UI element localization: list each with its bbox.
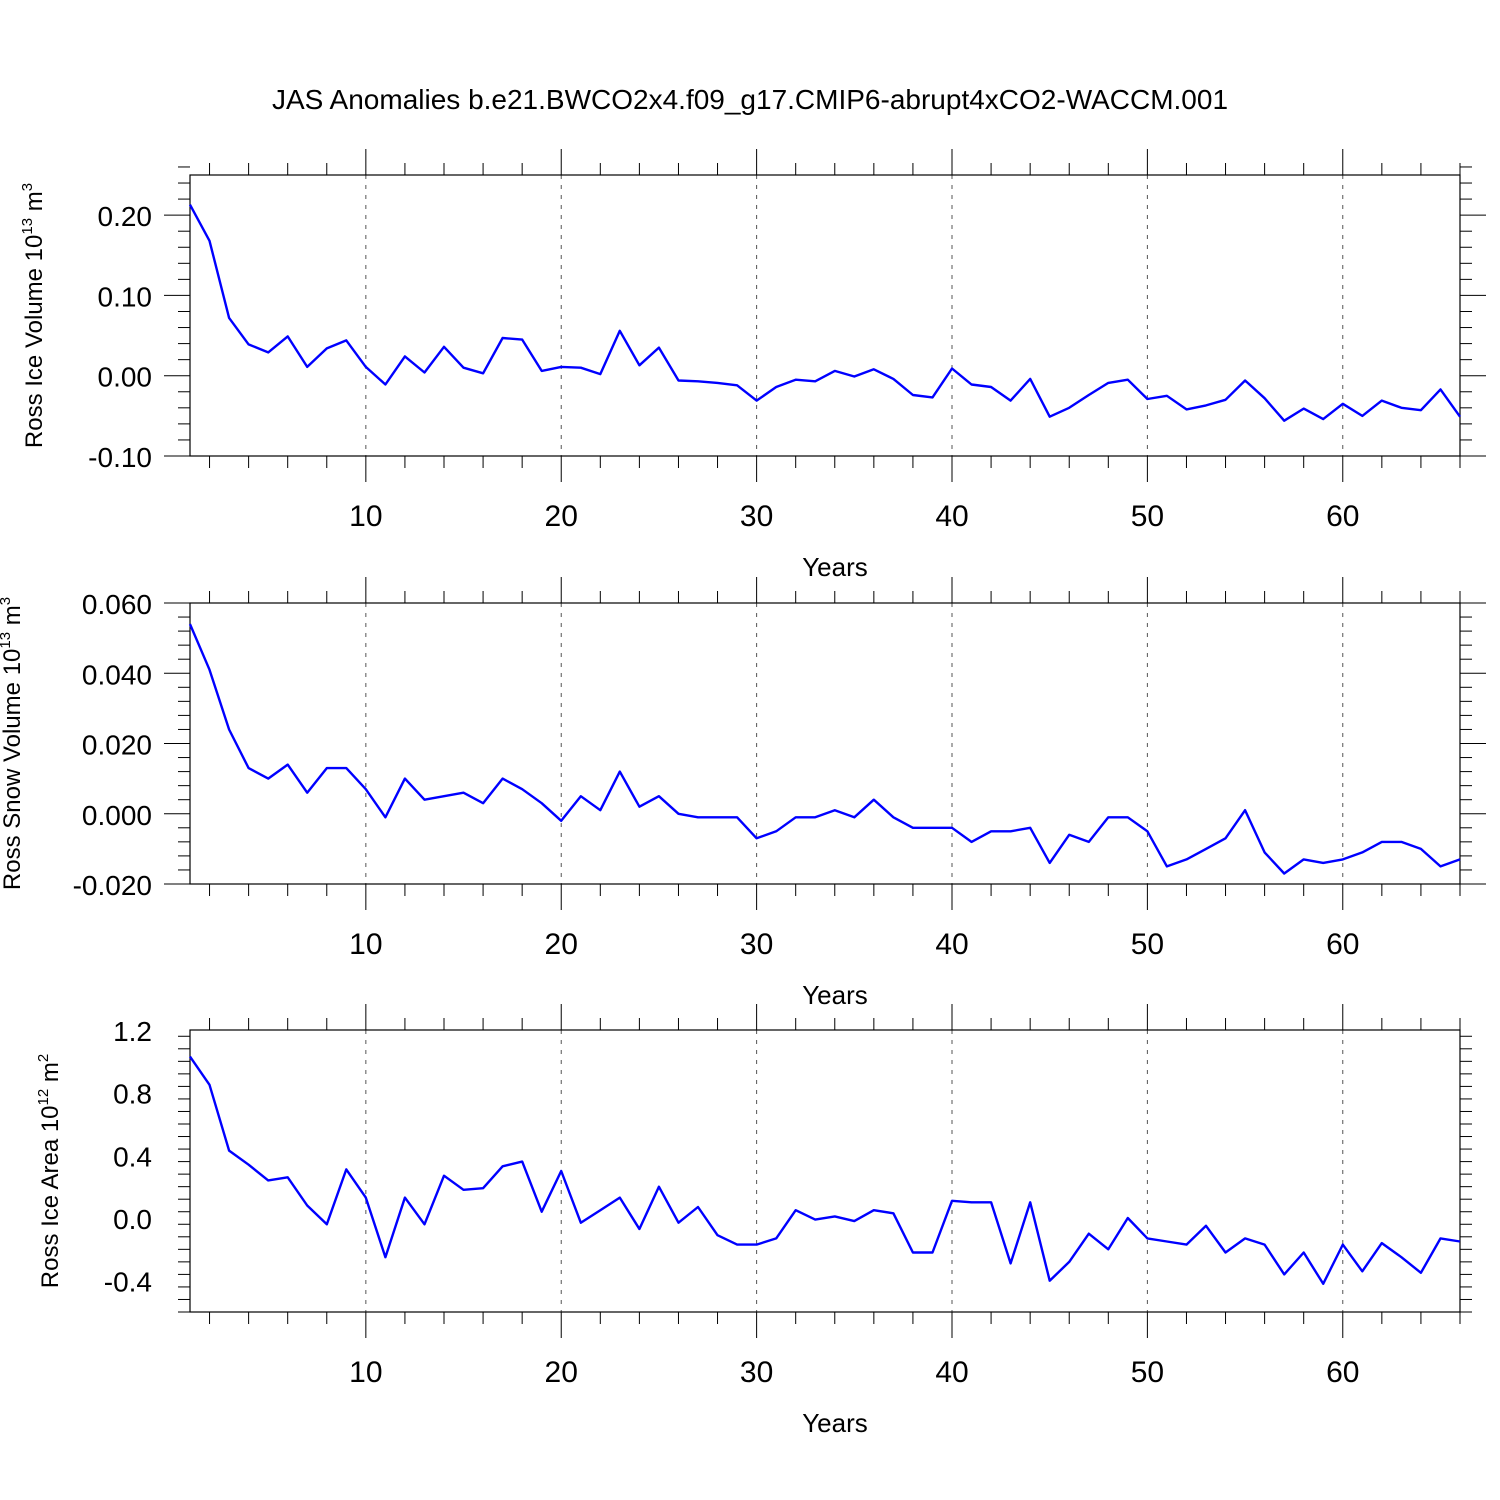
x-tick-label: 50: [1131, 1356, 1164, 1389]
chart-title: JAS Anomalies b.e21.BWCO2x4.f09_g17.CMIP…: [271, 84, 1229, 115]
x-axis-label: Years: [802, 1408, 868, 1438]
y-axis-label: Ross Snow Volume 1013 m3: [0, 597, 26, 890]
panel-snow-volume: 10 20 30 40 50 60 Years -0.020 0.000 0.020 0.040 0.…: [0, 577, 1486, 1010]
y-axis-label: Ross Ice Area 1012 m2: [35, 1054, 64, 1288]
x-tick-label: 50: [1131, 928, 1164, 961]
plot-frame: [189, 174, 1461, 457]
y-axis-label: Ross Ice Volume 1013 m3: [19, 183, 48, 448]
y-tick-label: 1.2: [113, 1016, 152, 1047]
x-tick-label: 40: [935, 1356, 968, 1389]
y-tick-label: 0.8: [113, 1079, 152, 1110]
x-tick-label: 60: [1326, 500, 1359, 533]
x-axis-label: Years: [802, 552, 868, 582]
x-tick-label: 20: [545, 928, 578, 961]
y-tick-label: 0.00: [98, 362, 153, 393]
x-tick-label: 20: [545, 500, 578, 533]
x-tick-label: 30: [740, 928, 773, 961]
y-tick-label: 0.4: [113, 1141, 152, 1172]
panel-ice-volume: 10 20 30 40 50 60 Years -0.10 0.00 0.10 0.20 Ross I…: [19, 149, 1486, 582]
x-tick-label: 30: [740, 500, 773, 533]
y-tick-label: -0.020: [73, 870, 152, 901]
y-tick-label: 0.060: [82, 589, 152, 620]
x-tick-label: 60: [1326, 1356, 1359, 1389]
y-tick-label: 0.020: [82, 730, 152, 761]
x-tick-label: 10: [349, 1356, 382, 1389]
x-tick-label: 40: [935, 928, 968, 961]
x-tick-label: 30: [740, 1356, 773, 1389]
series-line: [188, 623, 1461, 875]
plot-frame: [189, 602, 1461, 885]
x-tick-label: 10: [349, 928, 382, 961]
series-line: [189, 1055, 1461, 1286]
x-tick-label: 60: [1326, 928, 1359, 961]
y-tick-label: 0.10: [98, 281, 153, 312]
plot-frame: [189, 1029, 1461, 1313]
y-tick-label: 0.040: [82, 659, 152, 690]
x-tick-label: 10: [349, 500, 382, 533]
y-tick-label: -0.10: [88, 442, 152, 473]
panel-ice-area: 10 20 30 40 50 60 Years -0.4 0.0 0.4 0.8 1.2 Ross Ic…: [35, 1004, 1472, 1438]
x-tick-label: 20: [545, 1356, 578, 1389]
y-tick-label: -0.4: [104, 1267, 152, 1298]
y-tick-label: 0.20: [98, 201, 153, 232]
x-tick-label: 40: [935, 500, 968, 533]
x-axis-label: Years: [802, 980, 868, 1010]
x-tick-label: 50: [1131, 500, 1164, 533]
series-line: [188, 204, 1461, 422]
y-tick-label: 0.0: [113, 1204, 152, 1235]
y-tick-label: 0.000: [82, 800, 152, 831]
